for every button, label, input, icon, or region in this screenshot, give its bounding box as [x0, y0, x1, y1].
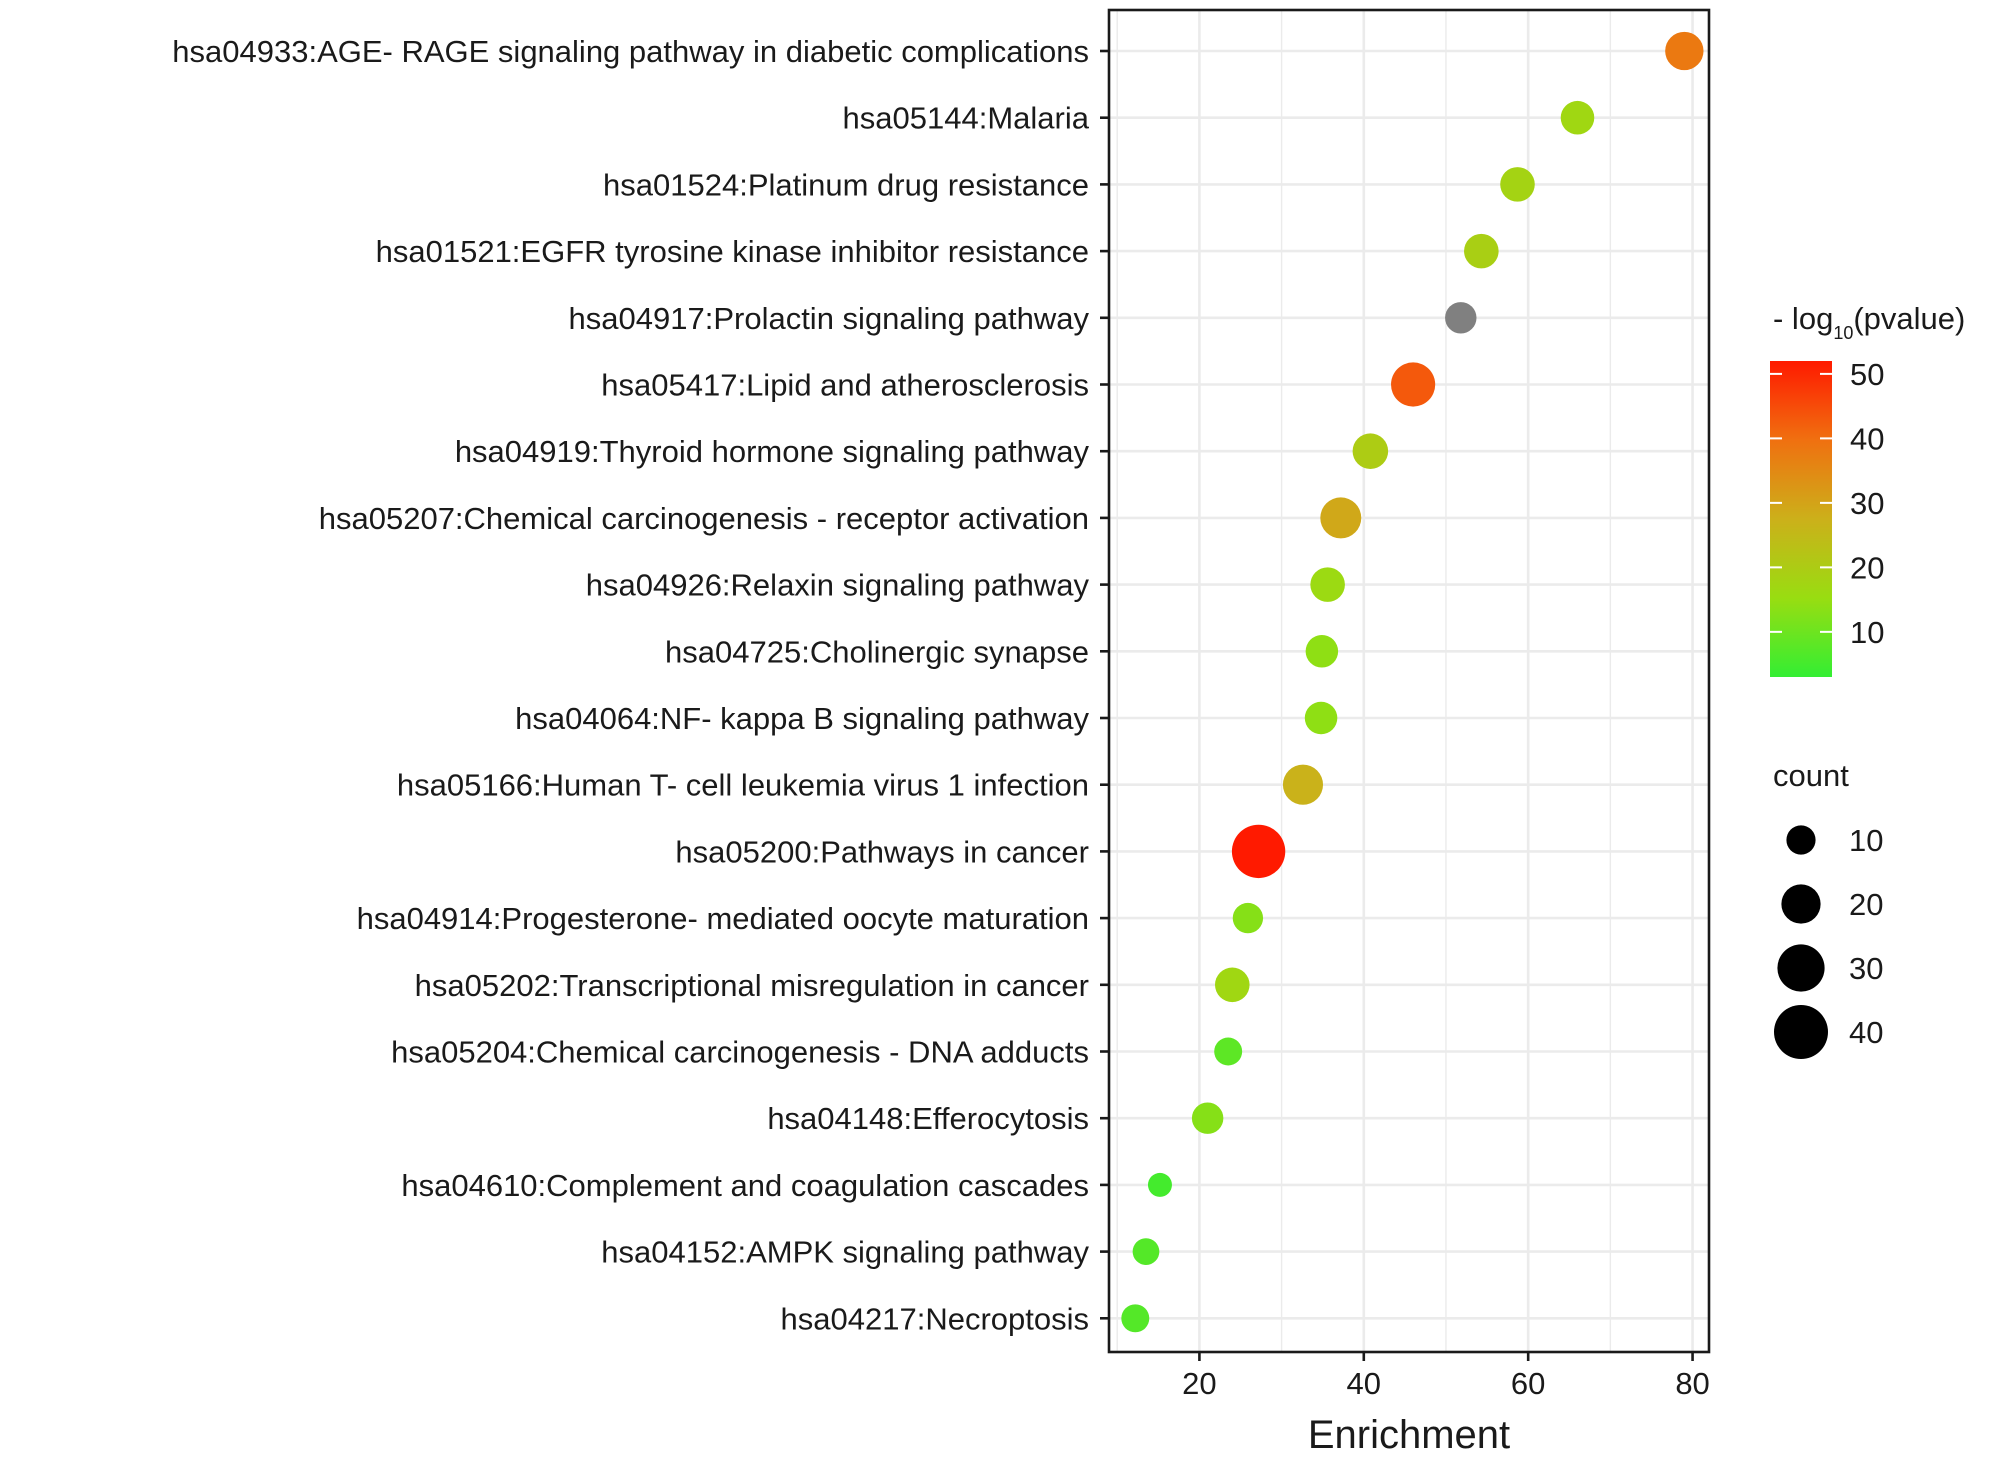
size-legend: count 10 20 30 40	[1773, 758, 1883, 1059]
size-legend-label: 40	[1849, 1015, 1883, 1050]
x-tick-label: 80	[1675, 1366, 1709, 1401]
x-tick-label: 20	[1182, 1366, 1216, 1401]
x-axis-title: Enrichment	[1308, 1413, 1510, 1457]
size-legend-key	[1777, 944, 1825, 992]
data-point	[1132, 1238, 1160, 1265]
y-tick-label: hsa05202:Transcriptional misregulation i…	[415, 968, 1089, 1003]
y-tick-label: hsa04152:AMPK signaling pathway	[601, 1235, 1089, 1270]
data-points	[1121, 31, 1704, 1333]
data-point	[1391, 362, 1436, 407]
data-point	[1305, 635, 1339, 668]
color-bar-label: 50	[1850, 357, 1884, 392]
data-point	[1445, 302, 1477, 334]
data-point	[1214, 1037, 1243, 1066]
y-tick-label: hsa04926:Relaxin signaling pathway	[586, 568, 1090, 603]
y-tick-label: hsa05204:Chemical carcinogenesis - DNA a…	[391, 1035, 1089, 1070]
size-legend-title: count	[1773, 758, 1849, 793]
y-tick-label: hsa01521:EGFR tyrosine kinase inhibitor …	[376, 234, 1089, 269]
y-tick-label: hsa05166:Human T- cell leukemia virus 1 …	[397, 768, 1089, 803]
x-axis: 20 40 60 80	[1182, 1352, 1710, 1401]
data-point	[1665, 31, 1704, 71]
data-point	[1310, 567, 1345, 602]
color-bar-label: 30	[1850, 486, 1884, 521]
data-point	[1320, 497, 1362, 539]
x-tick-label: 40	[1347, 1366, 1381, 1401]
y-tick-label: hsa04933:AGE- RAGE signaling pathway in …	[172, 34, 1089, 69]
y-tick-label: hsa04064:NF- kappa B signaling pathway	[515, 701, 1089, 736]
y-tick-label: hsa05144:Malaria	[843, 101, 1090, 136]
y-tick-label: hsa04917:Prolactin signaling pathway	[569, 301, 1090, 336]
y-tick-label: hsa04914:Progesterone- mediated oocyte m…	[357, 901, 1089, 936]
y-tick-label: hsa05200:Pathways in cancer	[675, 834, 1089, 869]
size-legend-key	[1781, 884, 1821, 924]
data-point	[1560, 100, 1595, 135]
y-axis: hsa04933:AGE- RAGE signaling pathway in …	[172, 34, 1109, 1336]
color-bar-label: 40	[1850, 421, 1884, 456]
data-point	[1191, 1102, 1224, 1134]
y-tick-label: hsa05207:Chemical carcinogenesis - recep…	[319, 501, 1089, 536]
color-legend-title-suffix: (pvalue)	[1853, 301, 1965, 336]
size-legend-label: 10	[1849, 823, 1883, 858]
data-point	[1464, 233, 1499, 269]
data-point	[1147, 1172, 1172, 1197]
color-bar-label: 10	[1850, 615, 1884, 650]
data-point	[1304, 701, 1338, 735]
x-tick-label: 60	[1511, 1366, 1545, 1401]
color-bar	[1770, 361, 1832, 677]
y-tick-label: hsa04610:Complement and coagulation casc…	[401, 1168, 1089, 1203]
data-point	[1215, 967, 1250, 1003]
data-point	[1121, 1304, 1150, 1333]
color-bar-label: 20	[1850, 550, 1884, 585]
data-point	[1500, 167, 1535, 202]
color-legend-title: - log10(pvalue)	[1773, 301, 1965, 343]
plot-panel-border	[1107, 8, 1711, 1354]
data-point	[1231, 824, 1286, 879]
y-tick-label: hsa04919:Thyroid hormone signaling pathw…	[455, 434, 1090, 469]
data-point	[1282, 764, 1324, 805]
size-legend-key	[1774, 1005, 1828, 1059]
y-tick-label: hsa04148:Efferocytosis	[767, 1101, 1089, 1136]
y-tick-label: hsa01524:Platinum drug resistance	[603, 167, 1089, 202]
color-legend-title-subscript: 10	[1833, 323, 1853, 343]
size-legend-label: 30	[1849, 951, 1883, 986]
size-legend-label: 20	[1849, 887, 1883, 922]
size-legend-key	[1786, 825, 1816, 855]
y-tick-label: hsa04217:Necroptosis	[781, 1301, 1089, 1336]
y-tick-label: hsa04725:Cholinergic synapse	[665, 634, 1089, 669]
data-point	[1232, 902, 1264, 934]
grid-lines	[1109, 10, 1709, 1352]
data-point	[1352, 433, 1389, 469]
y-tick-label: hsa05417:Lipid and atherosclerosis	[601, 368, 1089, 403]
color-legend-title-prefix: - log	[1773, 301, 1833, 336]
